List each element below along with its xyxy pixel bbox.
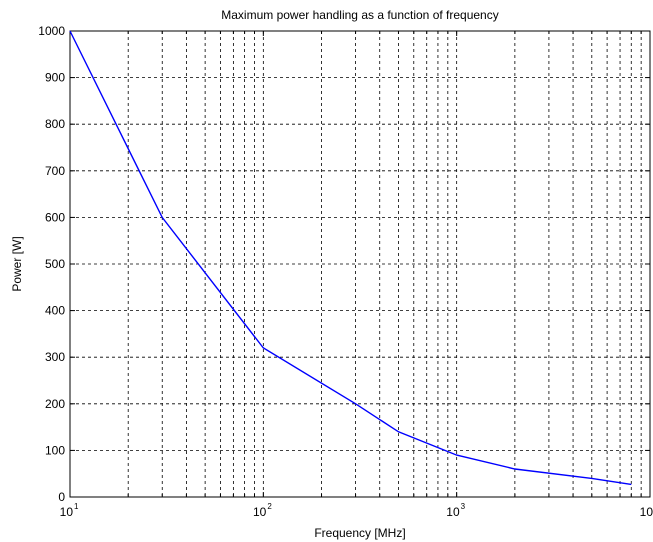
y-tick-label: 1000 bbox=[38, 24, 65, 38]
tick-layer bbox=[70, 30, 650, 498]
x-tick-label: 10 2 bbox=[253, 502, 272, 519]
y-tick-label: 600 bbox=[45, 210, 65, 224]
y-tick-label: 300 bbox=[45, 350, 65, 364]
x-tick-label: 10 1 bbox=[60, 502, 79, 519]
series-line-power bbox=[69, 30, 632, 486]
chart-title: Maximum power handling as a function of … bbox=[221, 8, 498, 22]
y-tick-label: 200 bbox=[45, 397, 65, 411]
x-tick-label-exponent: 2 bbox=[267, 502, 272, 511]
y-tick-label: 400 bbox=[45, 304, 65, 318]
y-tick-label: 700 bbox=[45, 164, 65, 178]
x-tick-label-exponent: 3 bbox=[461, 502, 466, 511]
grid-layer bbox=[70, 31, 650, 497]
y-tick-label: 900 bbox=[45, 71, 65, 85]
x-tick-label-base: 10 bbox=[446, 505, 460, 519]
y-tick-label: 100 bbox=[45, 443, 65, 457]
x-tick-label: 10 3 bbox=[446, 502, 465, 519]
x-tick-label-base: 10 bbox=[253, 505, 267, 519]
x-tick-label: 104 bbox=[640, 505, 653, 519]
x-axis-title: Frequency [MHz] bbox=[314, 526, 405, 540]
y-tick-label: 500 bbox=[45, 257, 65, 271]
x-tick-label-exponent: 1 bbox=[74, 502, 79, 511]
y-axis-title: Power [W] bbox=[10, 236, 24, 291]
y-tick-label: 800 bbox=[45, 117, 65, 131]
x-tick-label-base: 10 bbox=[640, 505, 653, 519]
x-tick-label-base: 10 bbox=[60, 505, 74, 519]
y-tick-label: 0 bbox=[58, 490, 65, 504]
